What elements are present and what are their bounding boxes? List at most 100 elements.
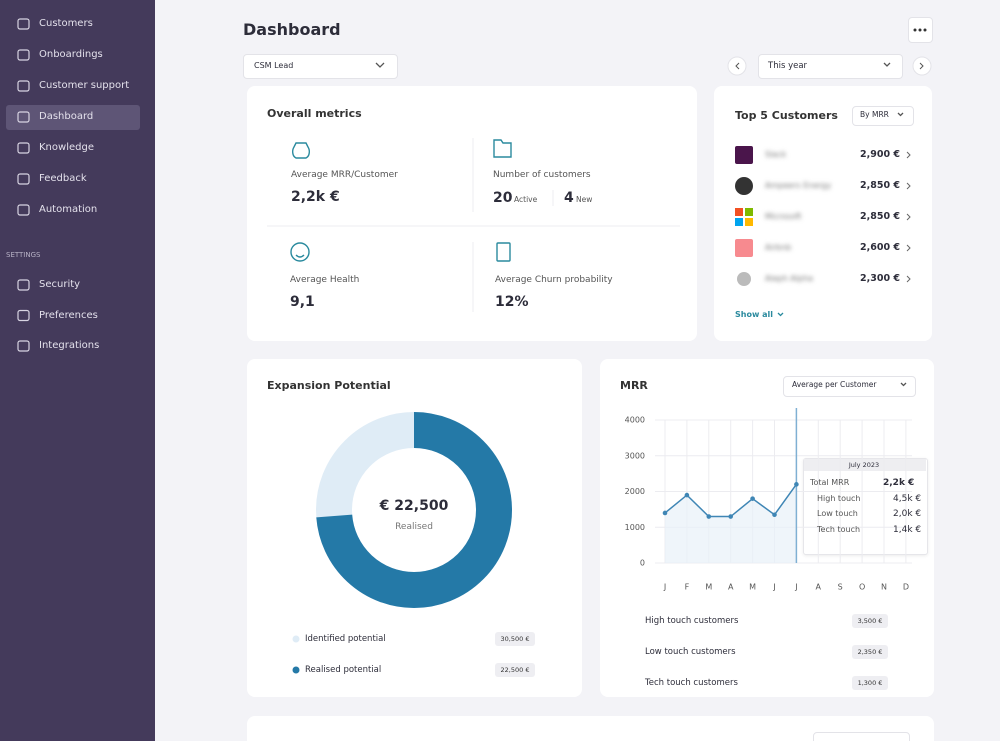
line-area — [665, 484, 797, 563]
customer-mrr: 2,600 € — [860, 242, 900, 253]
customer-mrr: 2,300 € — [860, 273, 900, 284]
nav-icon — [17, 49, 30, 61]
legend-swatch — [292, 635, 300, 643]
nav-item[interactable]: Feedback — [39, 173, 87, 184]
y-tick-label: 3000 — [625, 451, 645, 460]
tooltip-value: 1,4k € — [893, 524, 922, 535]
next-button[interactable] — [912, 56, 932, 76]
mrr-mode-dropdown[interactable] — [783, 376, 916, 397]
y-tick-label: 2000 — [625, 487, 645, 496]
legend-swatch — [292, 666, 300, 674]
tooltip-label: Tech touch — [817, 524, 861, 534]
nav-icon — [17, 309, 30, 322]
row-chevron — [906, 151, 911, 159]
x-tick-label: S — [838, 583, 843, 592]
show-all-link[interactable]: Show all — [735, 310, 774, 319]
card-title: Top 5 Customers — [735, 109, 838, 122]
nav-icon — [17, 173, 30, 185]
nav-item[interactable]: Preferences — [39, 309, 98, 321]
metric-label: Average Churn probability — [495, 275, 613, 285]
tooltip-header — [804, 459, 926, 471]
nav-icon — [17, 340, 30, 352]
metric-sub: Active — [514, 195, 538, 204]
donut-center-value: € 22,500 — [379, 498, 449, 514]
nav-item[interactable]: Onboardings — [39, 49, 103, 60]
y-tick-label: 4000 — [625, 416, 645, 425]
metric-label: Average Health — [290, 275, 360, 285]
metric-label: Average MRR/Customer — [291, 170, 398, 180]
line-point — [794, 482, 799, 487]
nav-item[interactable]: Dashboard — [39, 111, 94, 122]
prev-button[interactable] — [727, 56, 747, 76]
row-chevron — [906, 182, 911, 190]
card-title: Overall metrics — [267, 107, 362, 120]
page-title: Dashboard — [243, 20, 341, 39]
customer-mrr: 2,850 € — [860, 180, 900, 191]
customer-mrr: 2,900 € — [860, 149, 900, 160]
money-icon — [291, 142, 311, 159]
sort-dropdown[interactable] — [852, 106, 914, 126]
segment-label: Low touch customers — [645, 647, 736, 657]
nav-icon — [17, 111, 30, 123]
period-dropdown[interactable] — [758, 54, 903, 79]
card-title: Expansion Potential — [267, 379, 391, 392]
chevron — [375, 62, 385, 68]
health-icon — [290, 242, 310, 262]
bottom-dropdown[interactable] — [813, 732, 910, 741]
sort-text: By MRR — [860, 110, 889, 119]
metric-value: 20 — [493, 190, 513, 206]
x-tick-label: N — [881, 583, 887, 592]
next-arrow — [919, 62, 924, 70]
tooltip-box — [803, 458, 928, 555]
metric-value: 4 — [564, 190, 574, 206]
tooltip-label: Low touch — [817, 509, 858, 518]
segment-label: High touch customers — [645, 616, 739, 626]
legend-value: 30,500 € — [495, 632, 535, 646]
customer-name: Ampeers Energy — [765, 181, 832, 190]
segment-value: 1,300 € — [852, 676, 888, 690]
folder-icon — [493, 139, 512, 158]
prev-arrow — [735, 62, 740, 70]
tooltip-value: 2,2k € — [883, 478, 915, 488]
mode-text: Average per Customer — [792, 380, 877, 389]
period-text: This year — [768, 61, 808, 71]
nav-item[interactable]: Automation — [39, 204, 98, 215]
x-tick-label: A — [816, 583, 822, 592]
segment-label: Tech touch customers — [645, 678, 738, 688]
active-nav-highlight — [6, 105, 140, 130]
metric-label: Number of customers — [493, 170, 591, 180]
customer-name: Airbnb — [765, 243, 792, 252]
metric-value: 12% — [495, 294, 529, 310]
metric-dividers — [267, 138, 680, 312]
legend-label: Realised potential — [305, 665, 382, 675]
metric-value: 9,1 — [290, 294, 315, 310]
line-point — [750, 496, 755, 501]
customer-mrr: 2,850 € — [860, 211, 900, 222]
nav-item[interactable]: Knowledge — [39, 142, 94, 153]
nav-icon — [17, 80, 30, 92]
chevron — [900, 382, 907, 387]
more-dots — [913, 28, 927, 32]
chevron — [883, 62, 891, 67]
nav-item[interactable]: Integrations — [39, 340, 100, 351]
line-point — [772, 512, 777, 518]
donut-segment — [316, 412, 512, 608]
nav-item[interactable]: Customer support — [39, 80, 130, 91]
x-tick-label: F — [685, 583, 690, 592]
x-tick-label: J — [794, 583, 797, 592]
nav-icon — [17, 279, 30, 291]
x-tick-label: D — [903, 583, 909, 592]
line-point — [706, 514, 712, 519]
row-chevron — [906, 213, 911, 221]
smile — [295, 254, 305, 258]
tooltip-label: High touch — [817, 493, 861, 503]
nav-item[interactable]: Customers — [39, 18, 93, 29]
legend-value: 22,500 € — [495, 663, 535, 677]
csm-dropdown[interactable] — [243, 54, 398, 79]
nav-icon — [17, 204, 30, 216]
x-tick-label: J — [772, 583, 775, 592]
x-tick-label: A — [728, 583, 734, 592]
y-tick-label: 0 — [640, 559, 645, 568]
nav-item[interactable]: Security — [39, 279, 81, 290]
